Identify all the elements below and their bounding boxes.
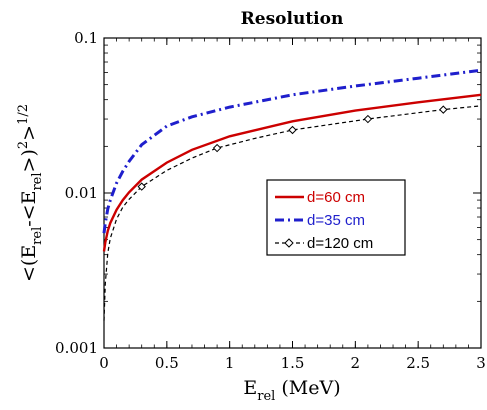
x-tick-label: 3 <box>476 354 486 372</box>
y-axis-label-part: 1/2 <box>16 104 31 125</box>
legend-marker-d120 <box>284 238 294 248</box>
chart-title: Resolution <box>241 9 344 29</box>
y-axis-label-part: > <box>18 125 40 141</box>
series-marker <box>363 114 373 124</box>
y-tick-label: 0.001 <box>55 339 98 357</box>
x-axis-label-base: E <box>243 377 257 399</box>
series-marker <box>288 125 297 135</box>
y-tick-label: 0.1 <box>74 29 98 47</box>
y-axis-label-part: rel <box>30 227 45 245</box>
legend-label-d120: d=120 cm <box>307 235 373 252</box>
y-axis-label-part: rel <box>30 172 45 190</box>
x-tick-label: 2 <box>351 354 361 372</box>
series-marker <box>137 182 146 191</box>
tick-labels: 0 0.5 1 1.5 2 2.5 3 0.001 0.01 0.1 <box>55 29 486 372</box>
series-marker <box>212 143 222 153</box>
series-lines <box>102 68 482 321</box>
x-tick-label: 2.5 <box>406 354 430 372</box>
series-line-d-35-cm <box>102 68 482 234</box>
x-tick-label: 0.5 <box>155 354 179 372</box>
legend-label-d60: d=60 cm <box>307 189 365 206</box>
x-axis-label-units: (MeV) <box>275 377 340 399</box>
y-tick-label: 0.01 <box>65 184 98 202</box>
y-axis-label-part: 2 <box>16 141 31 149</box>
x-axis-label-sub: rel <box>257 389 275 404</box>
axis-ticks <box>103 37 482 349</box>
y-axis-label-part: -<E <box>18 191 40 227</box>
x-tick-label: 1.5 <box>281 354 305 372</box>
x-axis-label: Erel (MeV) <box>243 377 340 404</box>
y-axis-label-part: <(E <box>18 245 40 282</box>
legend: d=60 cm d=35 cm d=120 cm <box>266 179 406 256</box>
series-line-d-60-cm <box>102 93 482 252</box>
series-marker <box>439 105 448 114</box>
x-tick-label: 1 <box>225 354 235 372</box>
legend-label-d35: d=35 cm <box>307 212 365 229</box>
x-tick-label: 0 <box>99 354 109 372</box>
series-markers <box>137 105 448 191</box>
y-axis-label: <(Erel-<Erel>)2>1/2 <box>16 104 45 282</box>
series-line-d-120-cm <box>103 105 482 321</box>
y-axis-label-part: >) <box>18 149 40 172</box>
